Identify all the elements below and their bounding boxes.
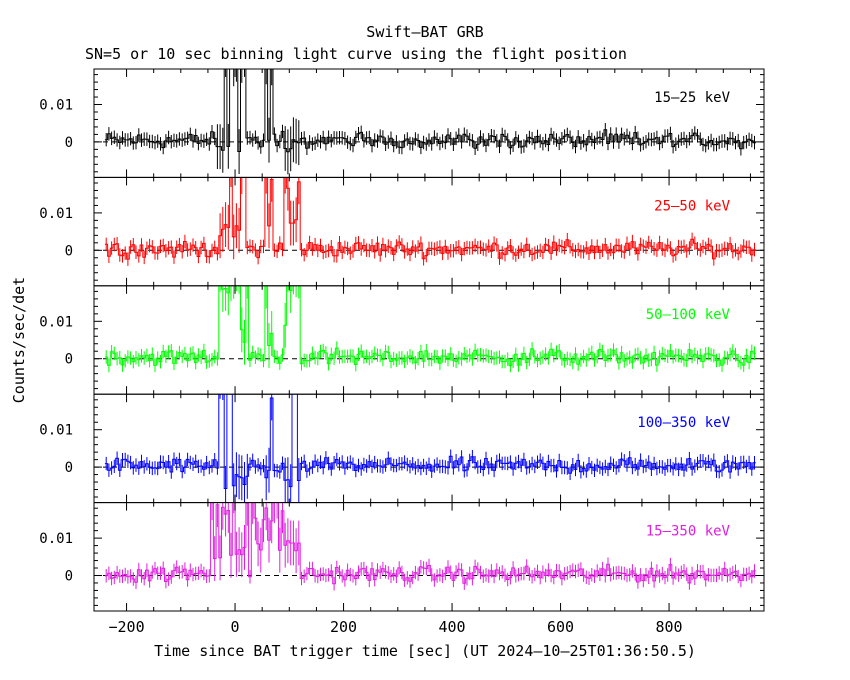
x-tick-label: −200 — [108, 618, 144, 636]
panel-3: 0 0.01 50–100 keV — [39, 285, 765, 395]
light-curve-line — [104, 69, 756, 153]
light-curve-line — [104, 177, 756, 260]
x-axis-label: Time since BAT trigger time [sec] (UT 20… — [154, 642, 696, 660]
y-tick-label: 0 — [65, 460, 73, 476]
light-curve-line — [104, 394, 756, 489]
panel-5: 0 0.01 15–350 keV — [39, 502, 765, 612]
y-tick-label: 0.01 — [39, 314, 73, 330]
panel-frame — [93, 68, 765, 178]
energy-band-label: 15–350 keV — [646, 524, 731, 540]
x-tick-label: 800 — [656, 618, 683, 636]
x-tick-label: 400 — [439, 618, 466, 636]
y-tick-label: 0 — [65, 243, 73, 259]
panel-4: 0 0.01 100–350 keV — [39, 393, 765, 504]
light-curve-series — [104, 69, 756, 175]
light-curve-series — [104, 177, 756, 266]
y-tick-label: 0.01 — [39, 423, 73, 439]
energy-band-label: 50–100 keV — [646, 307, 731, 323]
panels-group: 0 0.01 15–25 keV 0 0.01 25–50 keV 0 0.01 50–100 … — [39, 68, 765, 636]
x-tick-label: 200 — [330, 618, 357, 636]
y-tick-label: 0 — [65, 352, 73, 368]
light-curve-series — [104, 394, 756, 503]
energy-band-label: 100–350 keV — [637, 415, 730, 431]
y-tick-label: 0.01 — [39, 98, 73, 114]
light-curve-line — [104, 285, 756, 367]
y-tick-label: 0 — [65, 568, 73, 584]
light-curve-series — [104, 285, 756, 373]
y-axis-label: Counts/sec/det — [10, 277, 28, 403]
energy-band-label: 25–50 keV — [654, 198, 730, 214]
panel-frame — [93, 176, 765, 287]
panel-frame — [93, 285, 765, 395]
panel-frame — [93, 502, 765, 612]
chart-title: Swift–BAT GRB — [366, 23, 483, 41]
light-curve-series — [104, 502, 756, 591]
y-tick-label: 0 — [65, 135, 73, 151]
chart-subtitle: SN=5 or 10 sec binning light curve using… — [85, 45, 627, 63]
light-curve-line — [104, 502, 756, 585]
energy-band-label: 15–25 keV — [654, 90, 730, 106]
x-tick-label: 0 — [231, 618, 240, 636]
panel-frame — [93, 393, 765, 504]
y-tick-label: 0.01 — [39, 531, 73, 547]
y-tick-label: 0.01 — [39, 206, 73, 222]
x-tick-label: 600 — [547, 618, 574, 636]
